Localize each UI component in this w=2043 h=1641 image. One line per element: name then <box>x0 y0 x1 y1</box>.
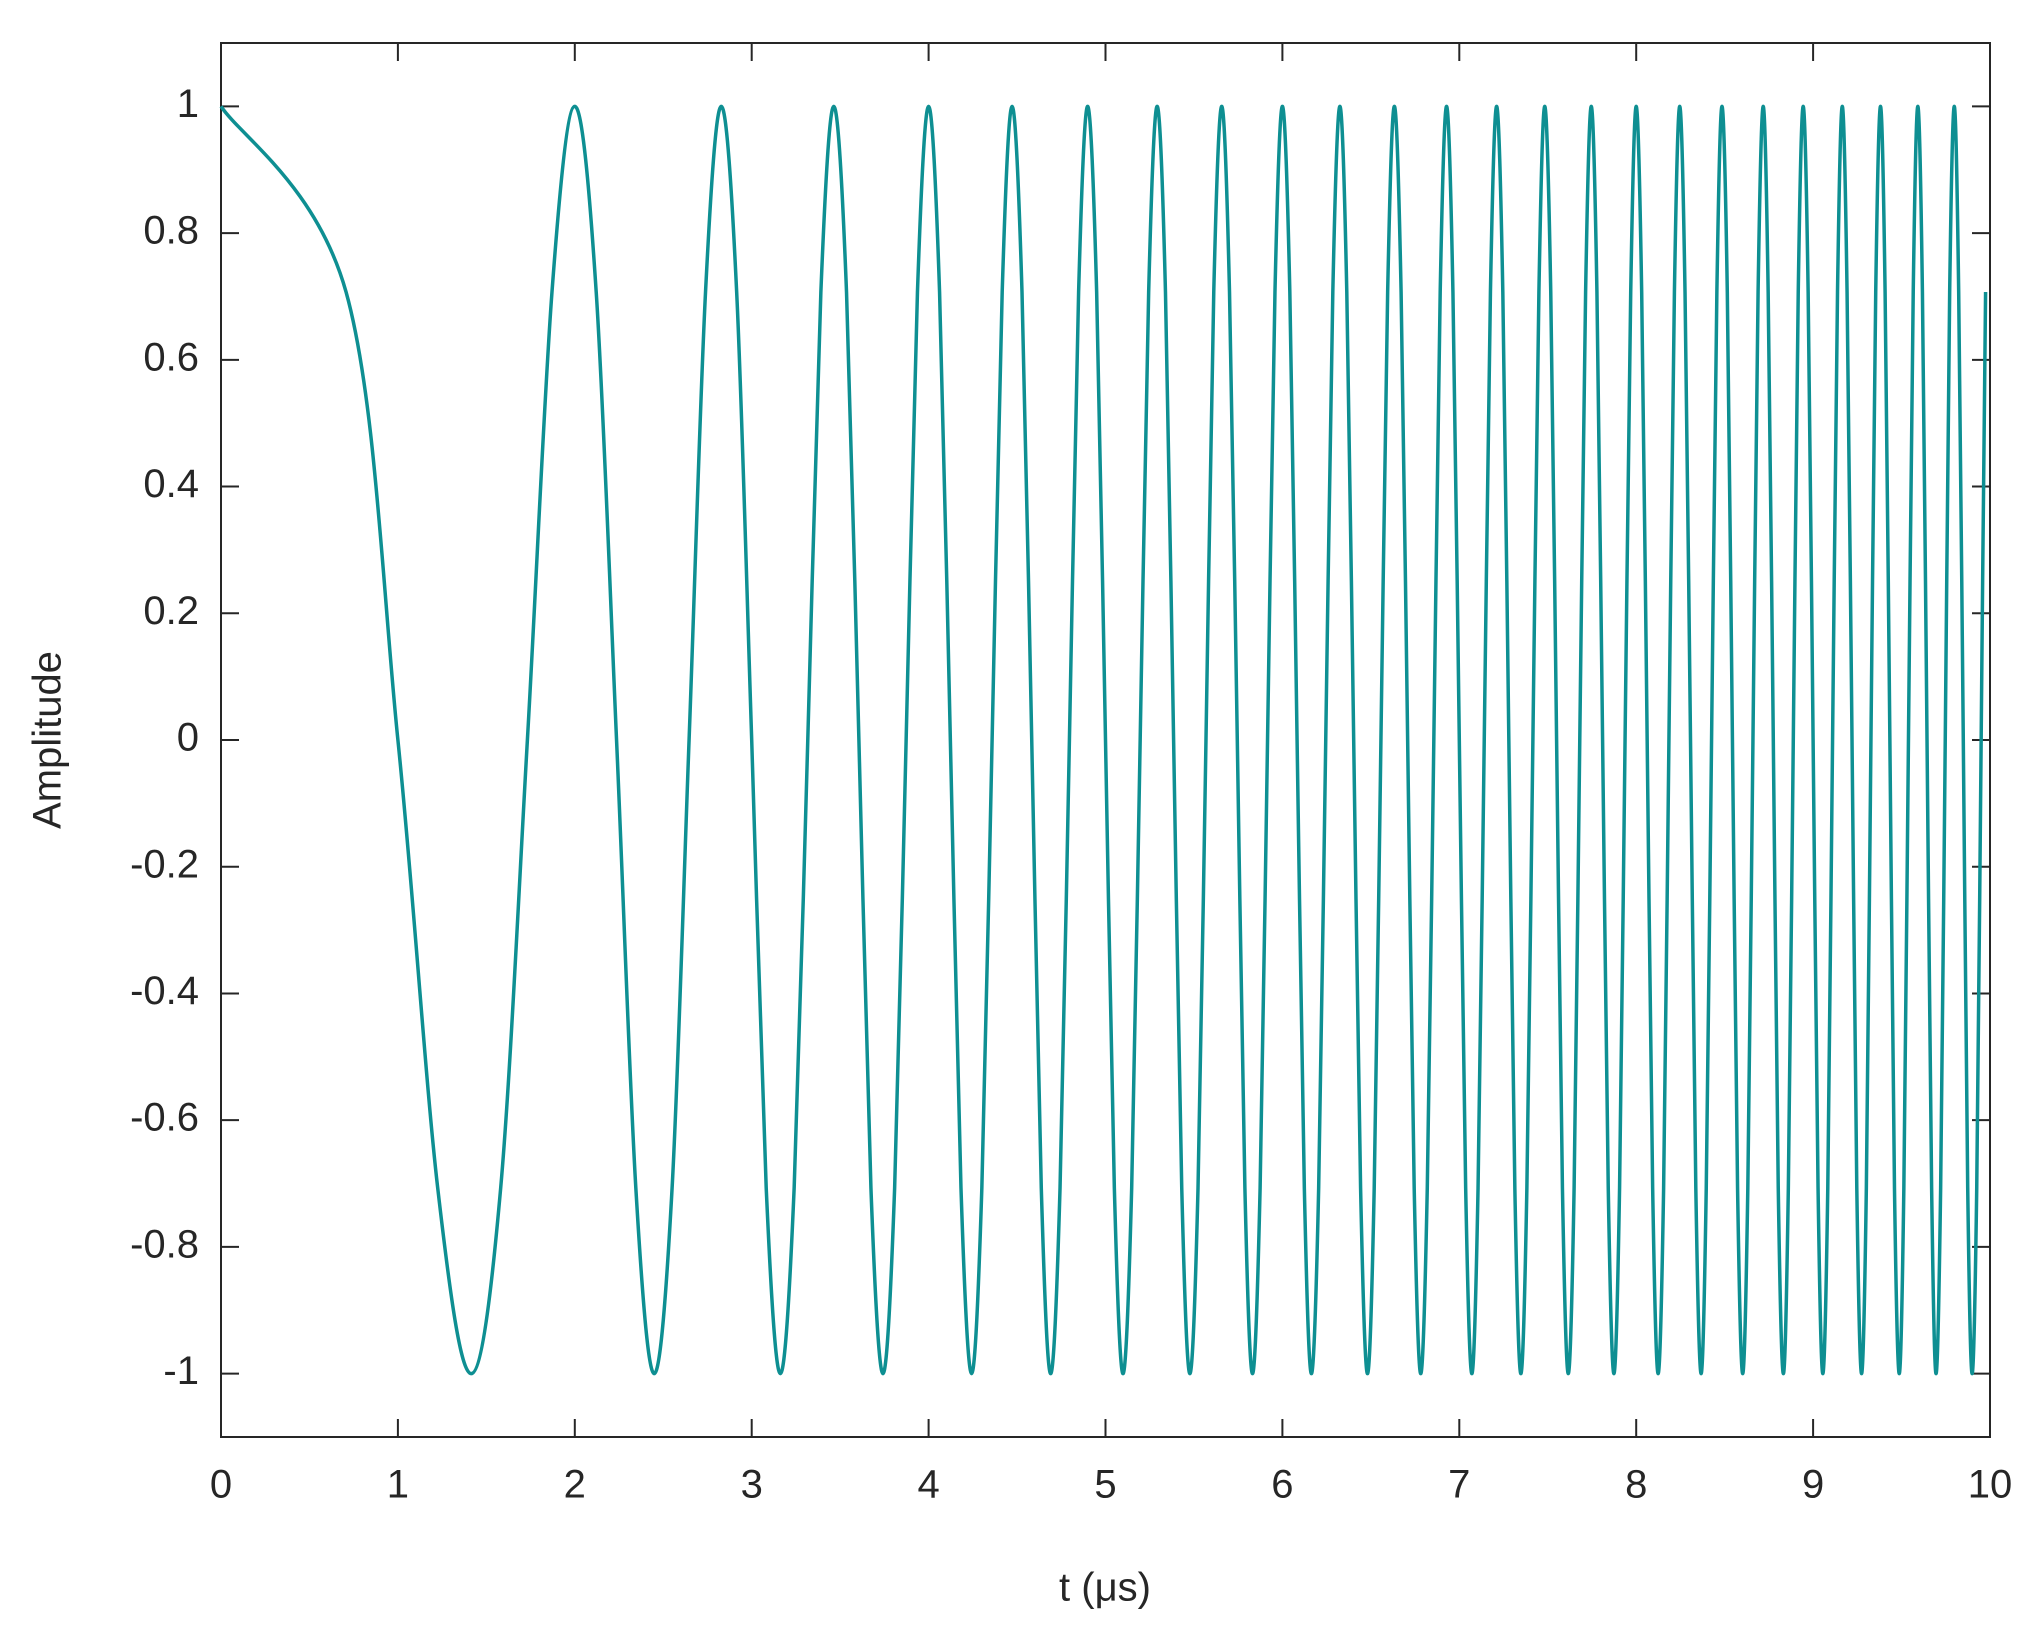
x-tick-label: 5 <box>1094 1463 1116 1507</box>
x-tick-label: 9 <box>1802 1463 1824 1507</box>
line-series <box>219 104 1988 1376</box>
x-tick-label: 10 <box>1968 1463 2013 1507</box>
y-tick-label: 1 <box>177 82 199 126</box>
x-tick-label: 1 <box>387 1463 409 1507</box>
y-axis-label: Amplitude <box>26 651 70 829</box>
y-tick-label: -0.2 <box>130 842 199 886</box>
x-tick-label: 0 <box>210 1463 232 1507</box>
y-tick-label: 0.8 <box>143 209 199 253</box>
x-tick-label: 6 <box>1271 1463 1293 1507</box>
y-tick-label: -0.8 <box>130 1222 199 1266</box>
y-tick-label: 0.2 <box>143 589 199 633</box>
y-tick-label: 0.6 <box>143 335 199 379</box>
y-tick-label: -0.4 <box>130 969 199 1013</box>
x-axis-label: t (μs) <box>1059 1566 1151 1610</box>
y-tick-label: 0 <box>177 716 199 760</box>
x-tick-label: 3 <box>741 1463 763 1507</box>
x-tick-label: 4 <box>917 1463 939 1507</box>
y-tick-label: -1 <box>163 1349 199 1393</box>
x-tick-label: 2 <box>564 1463 586 1507</box>
y-tick-label: 0.4 <box>143 462 199 506</box>
x-tick-label: 7 <box>1448 1463 1470 1507</box>
y-tick-label: -0.6 <box>130 1096 199 1140</box>
x-tick-label: 8 <box>1625 1463 1647 1507</box>
